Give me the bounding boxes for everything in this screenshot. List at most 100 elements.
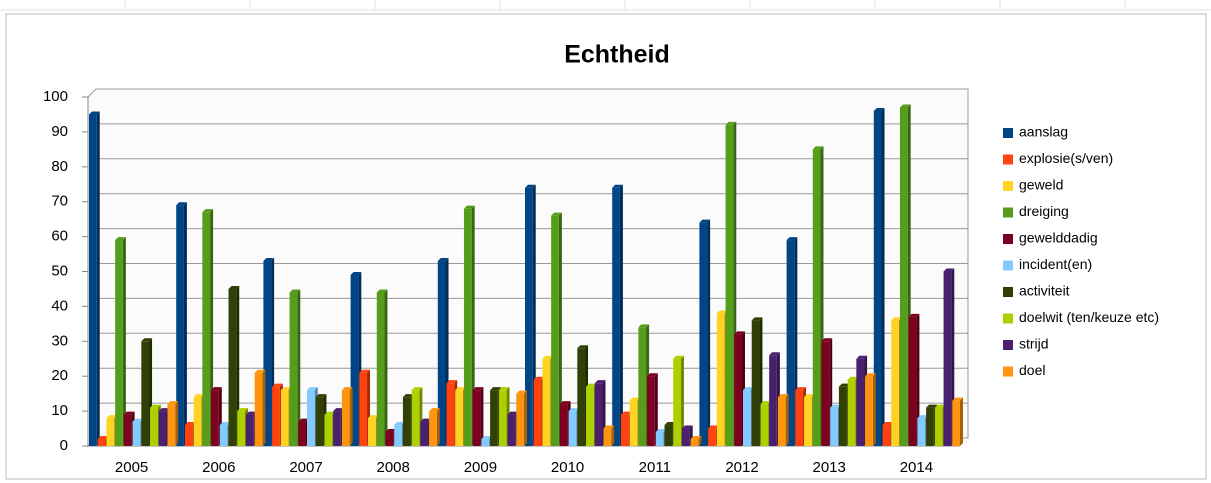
legend-label: explosie(s/ven) — [1019, 150, 1113, 166]
bar — [402, 397, 411, 446]
bar — [307, 390, 315, 446]
y-tick-label: 80 — [51, 158, 68, 175]
bar-top — [838, 383, 850, 387]
bar — [202, 212, 211, 446]
x-tick-label: 2013 — [813, 459, 846, 476]
legend-label: geweld — [1019, 177, 1063, 193]
bar — [394, 425, 402, 446]
bars — [89, 104, 963, 447]
bar — [690, 439, 699, 446]
bar-top — [847, 376, 859, 380]
bar-top — [307, 387, 318, 391]
bar-top — [446, 380, 458, 384]
bar-top — [865, 373, 876, 377]
legend-swatch — [1003, 234, 1013, 244]
bar-top — [228, 285, 240, 289]
bar-top — [655, 429, 667, 433]
bar-top — [681, 425, 693, 429]
bar-side — [707, 219, 711, 446]
bar-top — [394, 422, 405, 426]
bar — [716, 313, 725, 446]
legend-swatch — [1003, 207, 1013, 218]
x-tick-label: 2014 — [900, 459, 933, 476]
bar — [882, 425, 891, 446]
bar — [193, 397, 202, 446]
y-tick-label: 10 — [51, 402, 68, 419]
bar — [289, 292, 298, 446]
x-tick-label: 2007 — [289, 459, 322, 476]
chart-title: Echtheid — [564, 41, 670, 69]
bar — [943, 271, 952, 446]
bar — [481, 439, 490, 446]
bar — [673, 358, 681, 446]
bar — [184, 425, 193, 446]
bar-top — [795, 387, 807, 391]
x-tick-label: 2006 — [202, 459, 235, 476]
bar-side — [680, 355, 684, 446]
bar-top — [193, 394, 205, 398]
bar-top — [298, 418, 309, 422]
bar-side — [210, 209, 214, 446]
bar-side — [297, 289, 301, 446]
legend-swatch — [1003, 287, 1013, 297]
bar-top — [952, 397, 963, 401]
bar-top — [263, 258, 275, 262]
bar-top — [245, 411, 257, 415]
bar-top — [725, 121, 737, 125]
bar — [734, 334, 742, 446]
bar-top — [97, 436, 109, 440]
bar-top — [141, 338, 153, 342]
bar — [245, 414, 254, 446]
bar — [795, 390, 804, 446]
bar-top — [272, 383, 283, 387]
x-tick-label: 2012 — [725, 459, 758, 476]
bar-top — [568, 408, 580, 412]
bar-top — [350, 271, 362, 275]
sheet-grid — [0, 0, 1211, 11]
bar — [612, 187, 620, 447]
legend-swatch — [1003, 128, 1013, 138]
bar-top — [315, 394, 327, 398]
bar-side — [480, 387, 484, 446]
bar-side — [611, 425, 615, 446]
bar-top — [786, 237, 798, 241]
legend-swatch — [1003, 181, 1013, 191]
bar-side — [236, 285, 240, 446]
bar-top — [542, 355, 554, 359]
bar — [123, 414, 132, 446]
bar — [821, 341, 830, 446]
bar-top — [341, 387, 353, 391]
bar — [725, 124, 734, 447]
legend-swatch — [1003, 154, 1013, 165]
bar-side — [122, 237, 126, 446]
bar-top — [830, 404, 841, 408]
bar — [280, 390, 289, 446]
bar — [472, 390, 481, 446]
bar-top — [202, 209, 214, 213]
bar-side — [654, 373, 658, 446]
bar-top — [612, 184, 623, 188]
bar — [856, 358, 865, 446]
bar-top — [891, 317, 902, 321]
y-tick-label: 20 — [51, 367, 68, 384]
bar-top — [586, 383, 597, 387]
bar-side — [175, 401, 179, 446]
bar — [559, 404, 568, 446]
bar — [786, 240, 795, 446]
bar-top — [176, 202, 187, 206]
bar-top — [873, 107, 885, 111]
bar-top — [333, 408, 344, 412]
bar — [917, 418, 926, 446]
bar-top — [106, 415, 118, 419]
bar-top — [908, 313, 920, 317]
bar-top — [237, 408, 248, 412]
bar-side — [96, 111, 100, 446]
bar — [350, 274, 359, 446]
bar-top — [150, 404, 161, 408]
legend-label: gewelddadig — [1019, 230, 1098, 246]
bar-top — [743, 387, 754, 391]
bar — [760, 404, 769, 446]
bar-top — [463, 205, 475, 209]
bar-side — [872, 373, 876, 446]
bar-top — [420, 418, 432, 422]
